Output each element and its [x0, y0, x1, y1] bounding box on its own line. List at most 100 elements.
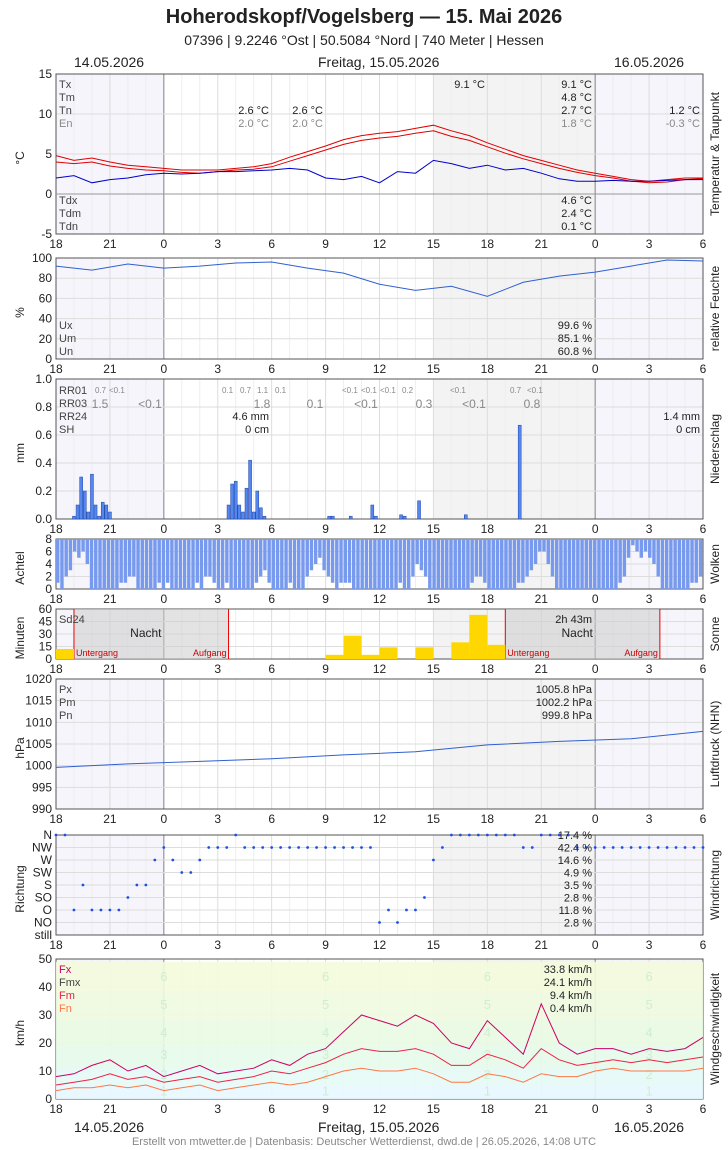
temp-frame [55, 73, 704, 235]
cloud-bar [81, 539, 85, 552]
wdir-point [530, 846, 534, 849]
temp-left-label-bottom: Tdx [59, 195, 78, 207]
wind-bft-label: 3 [645, 1047, 652, 1062]
temp-left-label: En [59, 118, 72, 130]
wind-bft-band [56, 1085, 703, 1099]
rain-annot: 0 cm [676, 424, 700, 436]
rain-bar [241, 511, 245, 520]
press-frame [55, 678, 704, 810]
cloud-bar [538, 539, 542, 552]
cloud-bar [343, 539, 347, 583]
cloud-bar [64, 539, 68, 577]
rain-xtick-label: 9 [322, 522, 329, 536]
rain-bar [348, 515, 353, 520]
rain-bar [75, 504, 80, 520]
wdir-point [620, 846, 624, 849]
sun-xtick-label: 18 [481, 662, 495, 676]
wdir-point [270, 846, 274, 849]
wdir-point [467, 833, 471, 837]
press-ytick-label: 995 [32, 780, 52, 794]
wind-bft-label: 1 [645, 1084, 652, 1099]
cloud-xtick-label: 21 [535, 592, 549, 606]
cloud-bar [102, 539, 106, 589]
hum-frame [55, 257, 704, 360]
wdir-point [288, 846, 292, 849]
date-left: 14.05.2026 [74, 54, 145, 70]
rain-bar [233, 480, 238, 520]
cloud-bar [428, 539, 432, 589]
temp-left-label-bottom: Tdm [59, 208, 81, 220]
temp-ytick-label: 5 [45, 147, 52, 161]
rain-bar [79, 476, 83, 520]
cloud-bar [161, 539, 166, 589]
sun-night-band-1 [73, 609, 229, 659]
cloud-bar [626, 539, 631, 558]
cloud-bar [373, 539, 377, 589]
hum-ytick-label: 40 [39, 312, 53, 326]
wdir-point [701, 846, 705, 849]
wind-bft-label: 6 [322, 969, 329, 984]
wdir-ytick-label: still [35, 928, 52, 942]
wdir-point [602, 846, 606, 849]
sun-y-axis-label: Minuten [13, 617, 27, 660]
wdir-point [243, 846, 247, 849]
wind-xtick-label: 18 [481, 1102, 495, 1116]
press-xtick-label: 0 [160, 812, 167, 826]
cloud-ytick-label: 2 [45, 570, 52, 584]
rain-bar [100, 501, 105, 520]
press-ytick-label: 1015 [25, 694, 52, 708]
cloud-bar [199, 539, 204, 589]
wind-series-fn [55, 1067, 704, 1092]
wind-bft-label: 4 [322, 1025, 329, 1040]
temp-xtick-label: 3 [214, 237, 221, 251]
cloud-bar [639, 539, 643, 558]
wdir-point [99, 908, 103, 912]
cloud-bar [394, 539, 398, 589]
cloud-bar [554, 539, 559, 589]
date-center: Freitag, 15.05.2026 [318, 54, 440, 70]
cloud-bar [398, 539, 402, 583]
wind-xtick-label: 9 [322, 1102, 329, 1116]
wind-ytick-label: 20 [39, 1036, 53, 1050]
press-left-label: Pn [59, 710, 72, 722]
temp-annot: 0.1 °C [561, 221, 592, 233]
cloud-bar [368, 539, 373, 589]
press-left-label: Pm [59, 697, 76, 709]
wind-ytick-label: 0 [45, 1092, 52, 1106]
temp-left-label-bottom: Tdn [59, 221, 78, 233]
rain-rr03-label: 0.1 [307, 397, 324, 411]
cloud-bar [275, 539, 280, 589]
cloud-bar [525, 539, 529, 577]
temp-annot: 4.8 °C [561, 92, 592, 104]
cloud-xtick-label: 21 [103, 592, 117, 606]
hum-ytick-label: 20 [39, 332, 53, 346]
rain-xtick-label: 21 [103, 522, 117, 536]
cloud-bar [335, 539, 339, 589]
cloud-bar [153, 539, 157, 589]
cloud-bar [631, 539, 635, 546]
press-series-press [55, 730, 704, 768]
press-y-axis-label: hPa [13, 737, 27, 759]
cloud-bar [250, 539, 254, 589]
temp-annot: 4.6 °C [561, 195, 592, 207]
cloud-xtick-label: 0 [592, 592, 599, 606]
rain-bar [97, 515, 101, 520]
cloud-bar [309, 539, 314, 571]
hum-xtick-label: 21 [103, 362, 117, 376]
hum-xtick-label: 3 [214, 362, 221, 376]
hum-series-hum [55, 259, 704, 297]
sun-xtick-label: 12 [373, 662, 387, 676]
cloud-bar [352, 539, 356, 589]
cloud-bar [229, 539, 233, 589]
wdir-ytick-label: NW [32, 841, 53, 855]
rain-bar [255, 490, 260, 520]
hum-annot: 85.1 % [558, 333, 592, 345]
cloud-bar [330, 539, 335, 583]
rain-rr01-label: <0.1 [361, 386, 377, 395]
cloud-bar [504, 539, 508, 589]
wdir-ytick-label: NO [34, 916, 52, 930]
rain-xtick-label: 21 [535, 522, 549, 536]
hum-xtick-label: 0 [592, 362, 599, 376]
wind-bft-label: 3 [322, 1047, 329, 1062]
